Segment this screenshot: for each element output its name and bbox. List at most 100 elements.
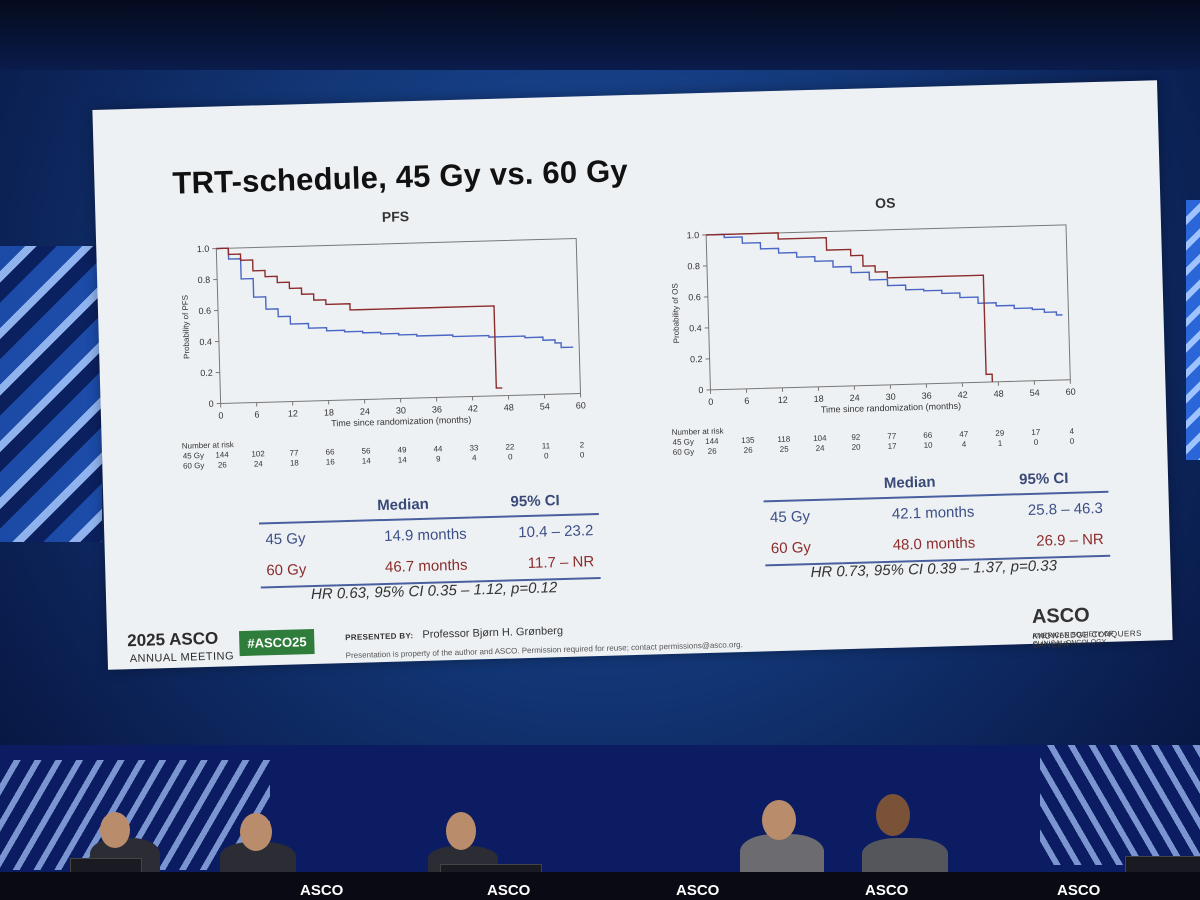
x-tick-label: 30 [396,405,406,415]
panelist-2-head [240,813,272,851]
risk-table-value: 4 [472,453,477,462]
presented-by: PRESENTED BY: Professor Bjørn H. Grønber… [345,625,563,643]
x-tick-label: 54 [1030,388,1040,398]
summary-median: 14.9 months [383,525,467,545]
summary-median: 48.0 months [892,534,976,554]
risk-table-value: 66 [325,447,335,456]
km-curve-45-gy [706,233,1063,316]
risk-table-group: 45 Gy [183,451,205,461]
summary-median: 46.7 months [384,556,468,576]
panelist-5 [862,838,948,878]
panelist-1-head [100,812,130,848]
risk-table-value: 29 [995,429,1005,438]
y-tick-label: 1.0 [686,230,699,240]
x-tick-label: 48 [504,402,514,412]
km-curve-60-gy [706,232,994,382]
summary-group: 60 Gy [770,539,812,558]
risk-table-value: 144 [215,450,229,459]
panelist-4 [740,834,824,878]
risk-table-value: 2 [580,440,585,449]
x-tick-label: 12 [288,408,298,418]
risk-table-value: 0 [580,450,585,459]
risk-table-value: 26 [708,447,718,456]
risk-table-label: Number at risk [671,426,724,436]
x-tick-label: 18 [814,394,824,404]
table-logo: ASCO [865,882,909,899]
table-logo: ASCO [487,882,531,899]
risk-table-value: 9 [436,454,441,463]
risk-table-value: 26 [744,446,754,455]
y-tick-label: 0.4 [689,323,702,333]
risk-table-value: 66 [923,431,933,440]
x-tick-label: 6 [744,396,749,406]
risk-table-value: 17 [1031,428,1041,437]
ceiling [0,0,1200,70]
os-summary-table: Median 95% CI 45 Gy 42.1 months 25.8 – 4… [762,466,1111,567]
x-tick-label: 42 [958,390,968,400]
risk-table-value: 47 [959,430,969,439]
presented-by-label: PRESENTED BY: [345,631,414,643]
summary-header-ci: 95% CI [510,492,560,511]
logo-meeting: ANNUAL MEETING [129,650,235,666]
summary-group: 60 Gy [266,561,307,580]
risk-table-group: 45 Gy [672,437,694,447]
summary-ci: 10.4 – 23.2 [518,522,594,542]
logo-year: 2025 [126,630,166,651]
risk-table-value: 10 [924,441,934,450]
risk-table-value: 77 [289,448,299,457]
asco-annual-logo: 2025 ASCO [127,629,219,652]
presentation-slide: TRT-schedule, 45 Gy vs. 60 Gy PFS 0 0.2 0.4… [92,80,1173,670]
os-chart: OS 0 0.2 0.4 0.6 0.8 1.0 0 6 12 18 24 30 36 42 48 54 60 Ti… [670,195,1075,457]
summary-header-median: Median [883,473,936,493]
risk-table-value: 14 [398,455,408,464]
y-tick-label: 0.8 [687,261,700,271]
risk-table-value: 16 [326,457,336,466]
y-axis-label: Probability of OS [670,283,681,343]
x-tick-label: 60 [1065,387,1075,397]
risk-table-group: 60 Gy [673,447,695,457]
hashtag-badge: #ASCO25 [238,628,315,657]
x-tick-label: 60 [576,400,586,410]
y-tick-label: 0.8 [198,275,211,285]
logo-brand: ASCO [168,628,219,650]
x-tick-label: 36 [432,404,442,414]
x-tick-label: 42 [468,403,478,413]
risk-table-value: 20 [852,443,862,452]
risk-table-value: 25 [780,445,790,454]
plot-frame [705,224,1071,391]
x-tick-label: 24 [360,406,370,416]
summary-ci: 25.8 – 46.3 [1027,499,1104,520]
y-tick-label: 0.6 [198,306,211,316]
x-tick-label: 30 [886,392,896,402]
summary-group: 45 Gy [769,508,811,527]
risk-table-value: 144 [705,437,719,446]
risk-table-value: 4 [962,440,967,449]
table-logo: ASCO [300,882,344,899]
pfs-summary-table: Median 95% CI 45 Gy 14.9 months 10.4 – 2… [258,489,601,588]
risk-table-value: 92 [851,433,861,442]
side-screen-left [0,246,102,542]
risk-table-value: 44 [433,444,443,453]
km-curve-45-gy [216,247,574,349]
summary-median: 42.1 months [891,503,975,523]
panelist-3-head [446,812,476,850]
x-tick-label: 12 [778,395,788,405]
y-tick-label: 0.2 [690,354,703,364]
society-brand: ASCO [1031,604,1090,628]
risk-table-value: 18 [290,458,300,467]
table-logo: ASCO [1057,882,1101,899]
stage-stripes-right [1040,745,1200,865]
panelist-5-head [876,794,910,836]
x-tick-label: 48 [994,389,1004,399]
x-axis-label: Time since randomization (months) [331,415,471,429]
y-tick-label: 0.2 [200,368,213,378]
risk-table-label: Number at risk [182,440,235,450]
risk-table-value: 0 [1070,437,1075,446]
x-tick-label: 0 [708,397,713,407]
summary-ci: 11.7 – NR [527,553,595,572]
x-tick-label: 54 [540,401,550,411]
panelist-4-head [762,800,796,840]
presenter-name: Professor Bjørn H. Grønberg [422,625,564,641]
risk-table-value: 33 [469,443,479,452]
